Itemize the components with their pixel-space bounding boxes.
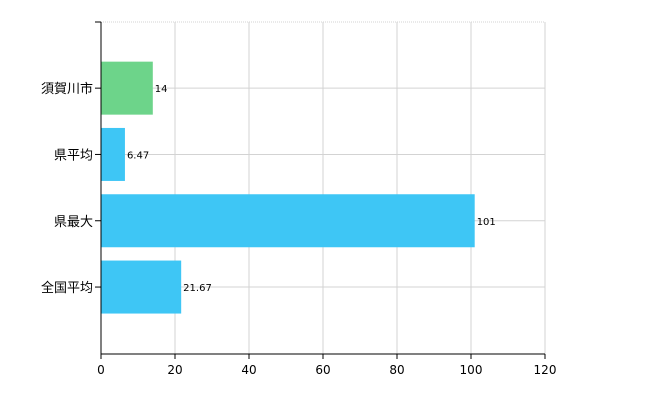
bar [101, 127, 125, 181]
x-tick-label: 80 [389, 363, 404, 377]
bar [101, 194, 475, 248]
data-label: 21.67 [183, 283, 212, 294]
x-tick-label: 40 [241, 363, 256, 377]
y-tick-label: 全国平均 [41, 280, 93, 296]
data-label: 14 [155, 84, 168, 95]
x-tick-label: 60 [315, 363, 330, 377]
bar [101, 260, 182, 314]
data-label: 101 [477, 217, 496, 228]
x-tick-label: 120 [534, 363, 557, 377]
axes [95, 21, 546, 359]
y-tick-label: 県最大 [54, 215, 93, 230]
y-tick-label: 須賀川市 [41, 81, 93, 97]
bar [101, 61, 153, 115]
bars [101, 61, 475, 314]
x-tick-label: 0 [97, 363, 105, 377]
data-label: 6.47 [127, 150, 149, 161]
x-tick-label: 20 [167, 363, 182, 377]
y-tick-label: 県平均 [54, 148, 93, 163]
x-tick-label: 100 [460, 363, 483, 377]
labels: 0 20 40 60 80 100 120 須賀川市 14 県平均 6.47 県最大 101 全国平均 21… [41, 81, 556, 377]
